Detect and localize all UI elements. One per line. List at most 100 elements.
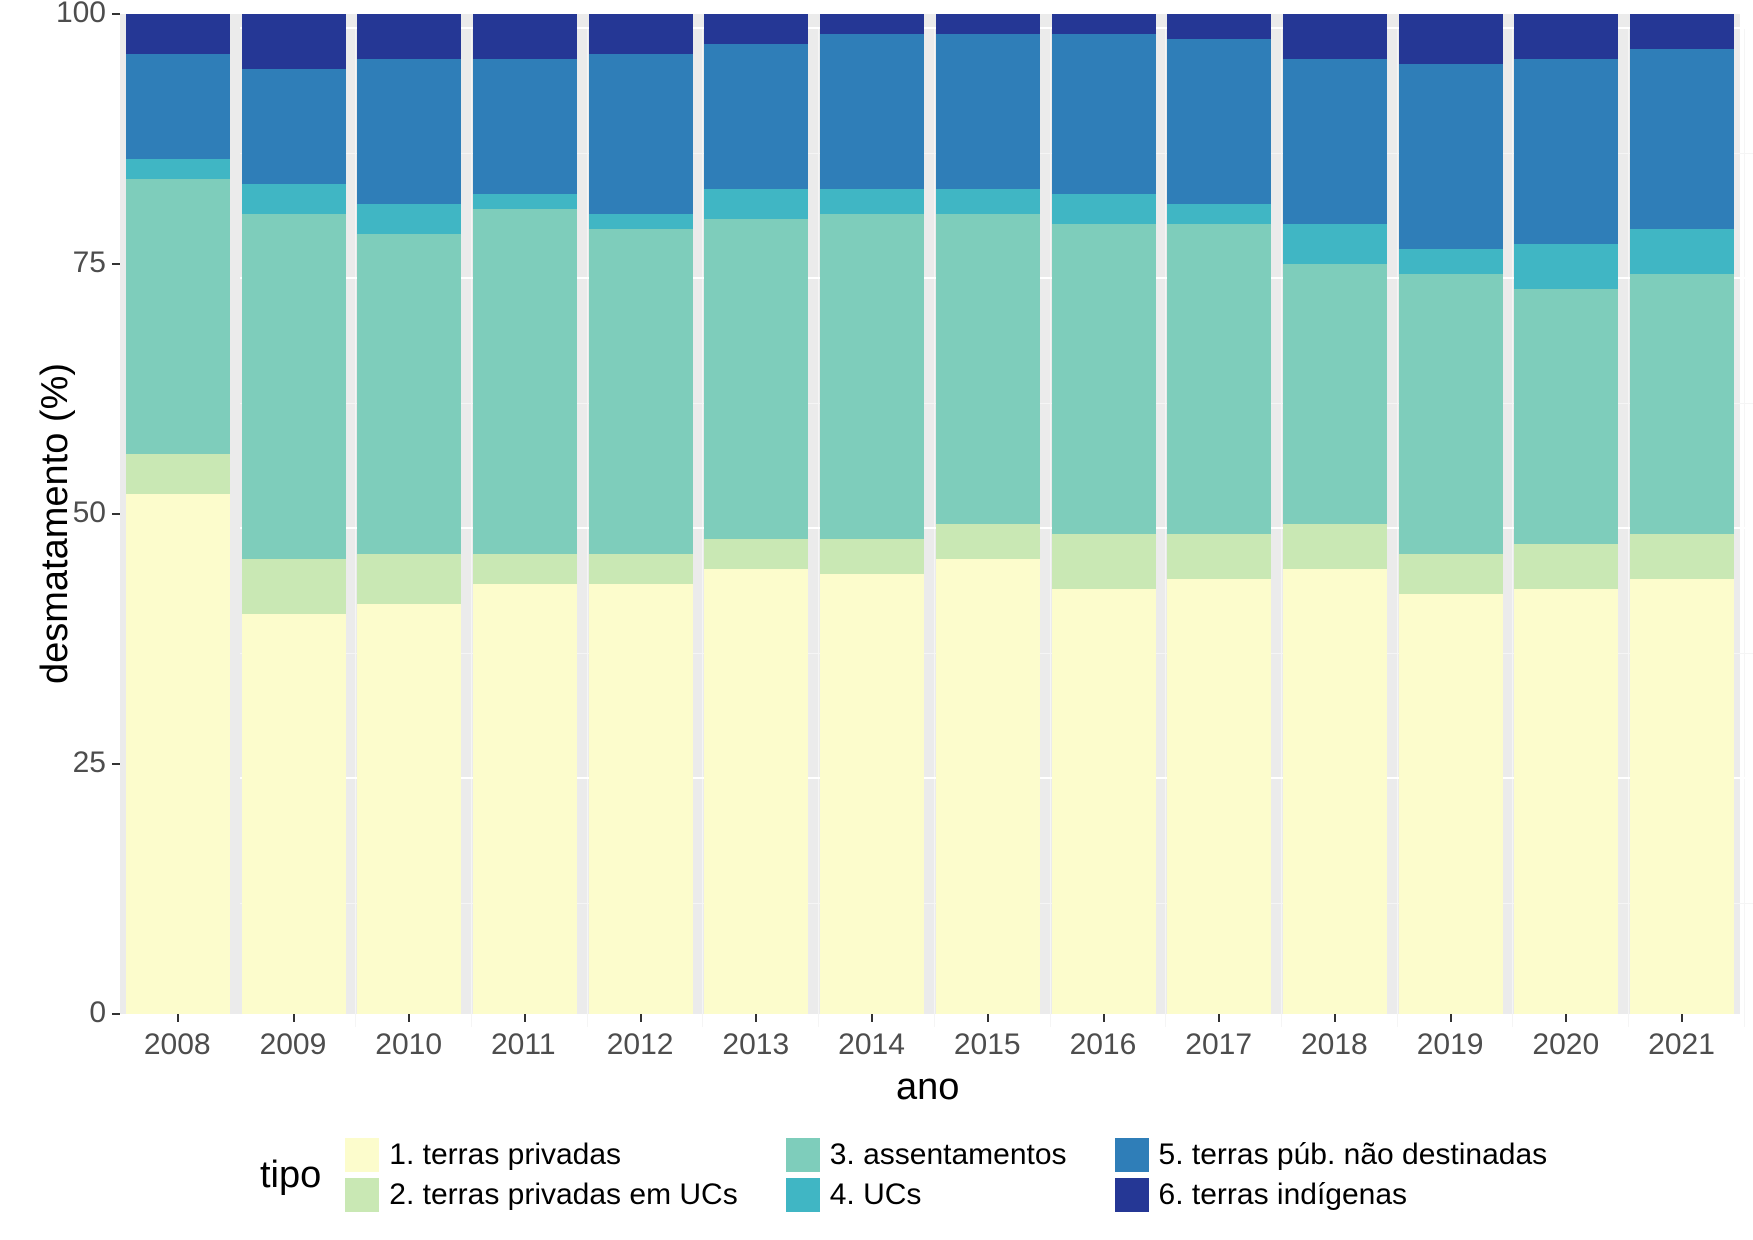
legend-label: 6. terras indígenas	[1159, 1178, 1407, 1212]
deforestation-stacked-bar-chart: 0255075100200820092010201120122013201420…	[0, 0, 1753, 1240]
bar-segment	[1630, 579, 1734, 1014]
bar-segment	[1167, 579, 1271, 1014]
x-tick-label: 2020	[1532, 1028, 1599, 1062]
bar-segment	[704, 539, 808, 569]
x-tick-label: 2015	[954, 1028, 1021, 1062]
bar-segment	[1283, 59, 1387, 224]
legend-label: 2. terras privadas em UCs	[389, 1178, 737, 1212]
bar-segment	[704, 569, 808, 1014]
bar-segment	[589, 229, 693, 554]
bar-segment	[820, 539, 924, 574]
x-tick	[1103, 1014, 1105, 1022]
x-tick	[755, 1014, 757, 1022]
x-tick	[640, 1014, 642, 1022]
legend-columns: 1. terras privadas 2. terras privadas em …	[345, 1138, 1547, 1212]
bar-segment	[242, 69, 346, 184]
bar-segment	[1052, 14, 1156, 34]
legend: tipo 1. terras privadas 2. terras privada…	[260, 1138, 1547, 1212]
bar-segment	[242, 184, 346, 214]
y-tick	[112, 513, 120, 515]
bar-segment	[589, 14, 693, 54]
legend-swatch	[786, 1138, 820, 1172]
bar-segment	[473, 59, 577, 194]
bar-segment	[936, 524, 1040, 559]
bar-segment	[589, 214, 693, 229]
bar-segment	[704, 219, 808, 539]
bar-segment	[1399, 249, 1503, 274]
x-tick	[1681, 1014, 1683, 1022]
y-tick-label: 100	[56, 0, 106, 30]
bar-segment	[1283, 524, 1387, 569]
bar-segment	[473, 194, 577, 209]
bar-segment	[704, 189, 808, 219]
bar-segment	[820, 214, 924, 539]
bar-segment	[1514, 59, 1618, 244]
bar-segment	[242, 214, 346, 559]
legend-item: 2. terras privadas em UCs	[345, 1178, 737, 1212]
bar-segment	[1399, 274, 1503, 554]
bar-segment	[1399, 14, 1503, 64]
legend-title: tipo	[260, 1154, 321, 1197]
x-tick-label: 2012	[607, 1028, 674, 1062]
legend-swatch	[1115, 1138, 1149, 1172]
bar-segment	[126, 54, 230, 159]
bar-segment	[1052, 224, 1156, 534]
x-tick	[871, 1014, 873, 1022]
bar-segment	[1167, 534, 1271, 579]
bar-segment	[357, 204, 461, 234]
legend-label: 4. UCs	[830, 1178, 922, 1212]
bar-segment	[936, 34, 1040, 189]
x-tick	[1334, 1014, 1336, 1022]
legend-item: 4. UCs	[786, 1178, 1067, 1212]
legend-label: 1. terras privadas	[389, 1138, 621, 1172]
y-tick	[112, 763, 120, 765]
bar-segment	[820, 189, 924, 214]
y-tick-label: 75	[73, 246, 106, 280]
x-tick-label: 2011	[491, 1028, 556, 1062]
bar-segment	[126, 14, 230, 54]
bar-segment	[1167, 204, 1271, 224]
bar-segment	[357, 554, 461, 604]
bar-segment	[1052, 34, 1156, 194]
legend-label: 3. assentamentos	[830, 1138, 1067, 1172]
legend-label: 5. terras púb. não destinadas	[1159, 1138, 1548, 1172]
bar-segment	[1283, 14, 1387, 59]
y-tick	[112, 13, 120, 15]
bar-segment	[126, 179, 230, 454]
x-tick-label: 2021	[1648, 1028, 1715, 1062]
bar-segment	[126, 159, 230, 179]
legend-item: 3. assentamentos	[786, 1138, 1067, 1172]
x-tick-label: 2017	[1185, 1028, 1252, 1062]
bar-segment	[936, 559, 1040, 1014]
y-tick-label: 0	[89, 996, 106, 1030]
bar-segment	[704, 44, 808, 189]
bar-segment	[473, 584, 577, 1014]
x-tick-label: 2008	[144, 1028, 211, 1062]
y-tick-label: 50	[73, 496, 106, 530]
y-tick-label: 25	[73, 746, 106, 780]
x-tick	[177, 1014, 179, 1022]
bar-segment	[1399, 64, 1503, 249]
bar-segment	[1514, 14, 1618, 59]
bar-segment	[936, 214, 1040, 524]
x-tick	[987, 1014, 989, 1022]
bar-segment	[242, 559, 346, 614]
x-tick-label: 2009	[260, 1028, 327, 1062]
bar-segment	[1514, 289, 1618, 544]
legend-swatch	[1115, 1178, 1149, 1212]
legend-column: 5. terras púb. não destinadas 6. terras i…	[1115, 1138, 1548, 1212]
bar-segment	[820, 14, 924, 34]
legend-swatch	[345, 1178, 379, 1212]
bar-segment	[589, 54, 693, 214]
bar-segment	[1630, 534, 1734, 579]
bar-segment	[589, 584, 693, 1014]
bar-segment	[1399, 594, 1503, 1014]
bar-segment	[936, 14, 1040, 34]
x-tick	[524, 1014, 526, 1022]
bar-segment	[820, 34, 924, 189]
bar-segment	[1514, 244, 1618, 289]
x-axis-title: ano	[896, 1066, 959, 1109]
bar-segment	[242, 14, 346, 69]
bar-segment	[357, 604, 461, 1014]
bar-segment	[1514, 589, 1618, 1014]
